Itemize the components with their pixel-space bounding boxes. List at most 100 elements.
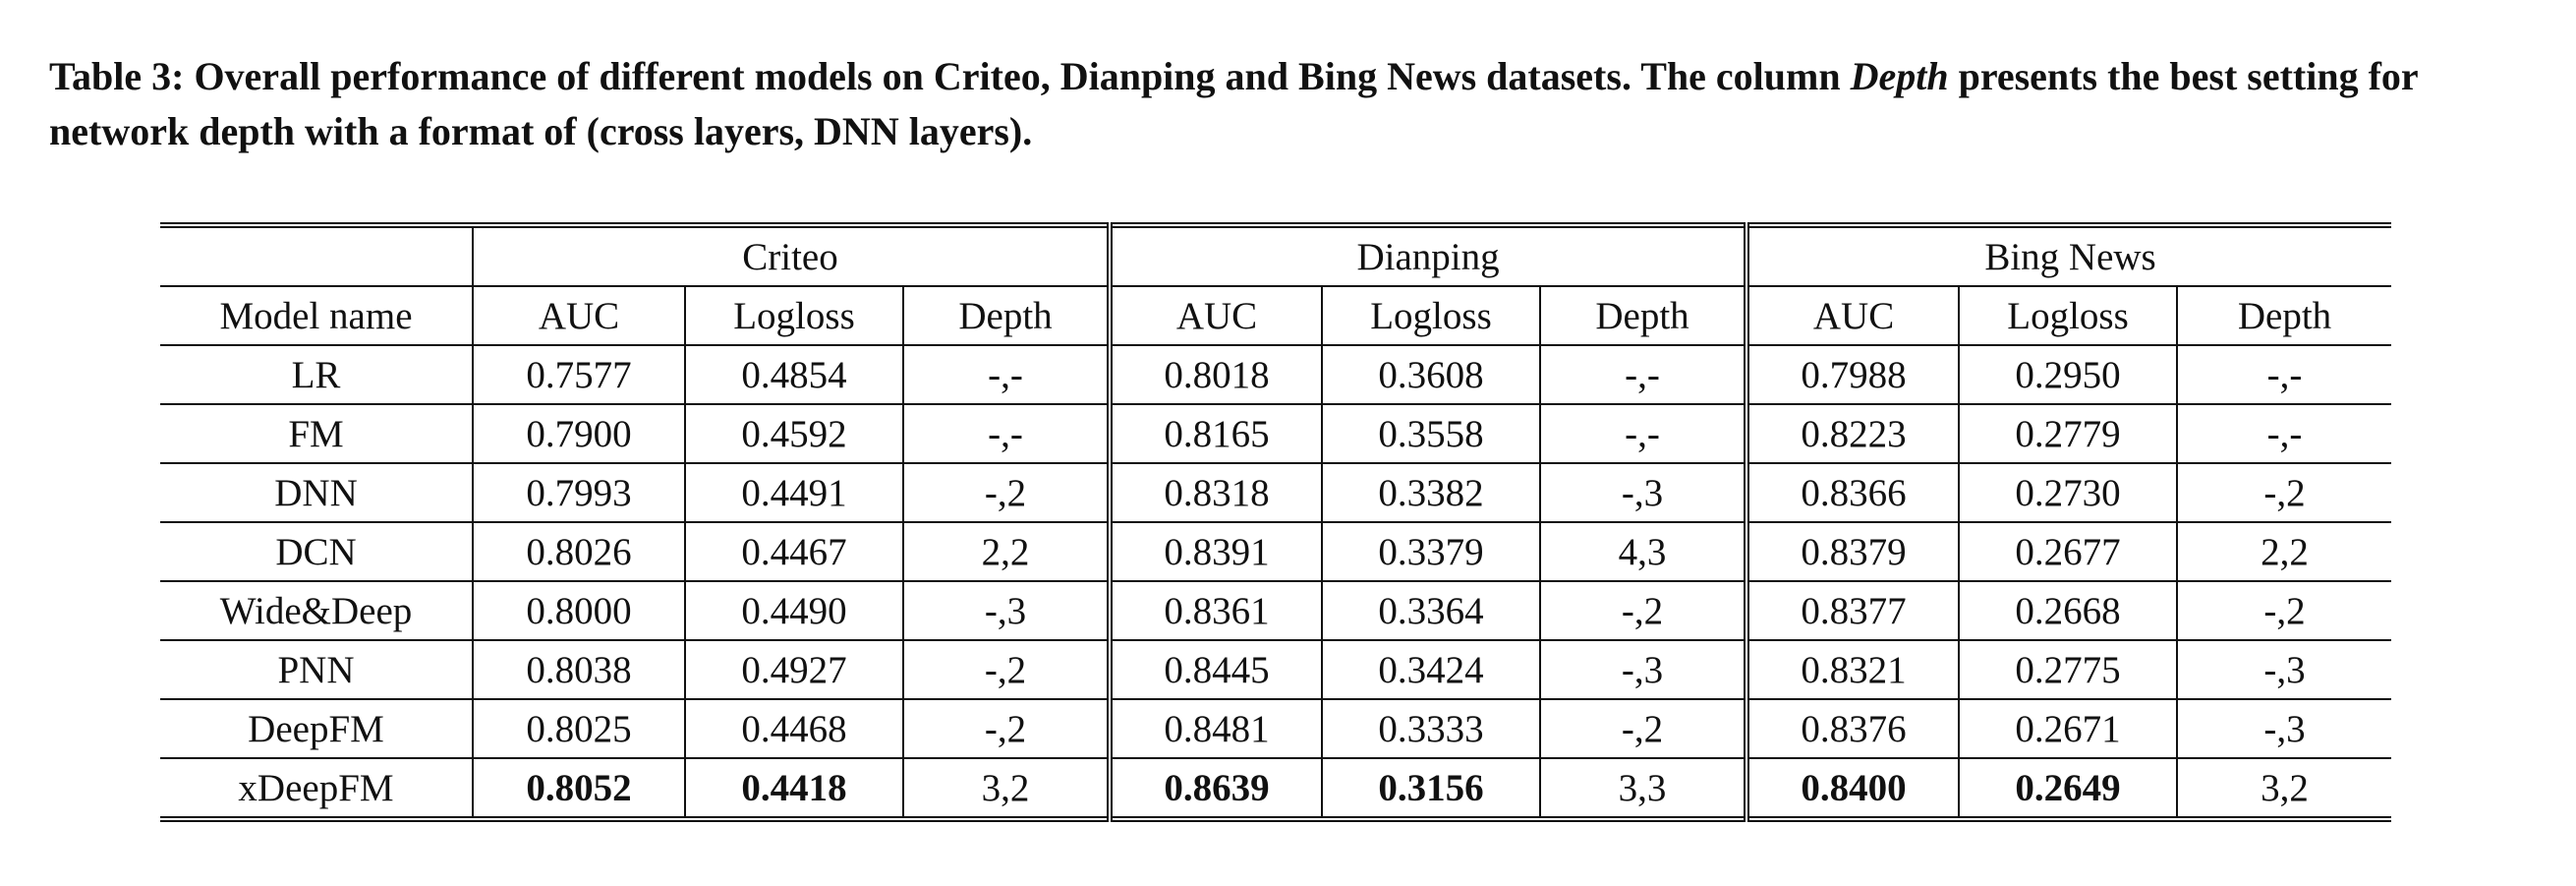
- criteo-auc-cell: 0.8038: [473, 640, 686, 700]
- criteo-depth-cell: -,-: [903, 345, 1113, 405]
- metric-header-row: Model name AUC Logloss Depth AUC Logloss…: [160, 286, 2392, 346]
- dianping-depth-cell: 3,3: [1540, 758, 1750, 819]
- criteo-auc-cell: 0.8026: [473, 522, 686, 582]
- model-name-cell: LR: [160, 345, 474, 405]
- dianping-auc-cell: 0.8639: [1110, 758, 1323, 819]
- caption-suffix: presents the best setting for network de…: [49, 54, 2418, 153]
- criteo-depth-cell: -,2: [903, 699, 1113, 759]
- bing-depth-cell: -,2: [2177, 463, 2392, 523]
- dianping-auc-cell: 0.8318: [1110, 463, 1323, 523]
- model-name-header: Model name: [160, 286, 474, 346]
- bing-auc-header: AUC: [1746, 286, 1961, 346]
- criteo-logloss-cell: 0.4418: [685, 758, 904, 819]
- criteo-logloss-cell: 0.4468: [685, 699, 904, 759]
- table-row: DCN 0.8026 0.4467 2,2 0.8391 0.3379 4,3 0.8379 0…: [160, 522, 2392, 582]
- bing-logloss-cell: 0.2649: [1959, 758, 2179, 819]
- dianping-depth-cell: -,-: [1540, 345, 1750, 405]
- dataset-header-dianping: Dianping: [1110, 225, 1750, 287]
- criteo-auc-cell: 0.8025: [473, 699, 686, 759]
- dianping-logloss-cell: 0.3424: [1322, 640, 1541, 700]
- dianping-logloss-cell: 0.3156: [1322, 758, 1541, 819]
- bing-logloss-cell: 0.2730: [1959, 463, 2179, 523]
- dianping-depth-cell: -,3: [1540, 640, 1750, 700]
- criteo-depth-cell: -,3: [903, 581, 1113, 641]
- bing-depth-cell: -,-: [2177, 345, 2392, 405]
- bing-logloss-cell: 0.2671: [1959, 699, 2179, 759]
- criteo-logloss-cell: 0.4467: [685, 522, 904, 582]
- dianping-logloss-cell: 0.3379: [1322, 522, 1541, 582]
- bing-auc-cell: 0.8379: [1746, 522, 1961, 582]
- table-caption: Table 3: Overall performance of differen…: [49, 49, 2546, 159]
- bing-logloss-cell: 0.2775: [1959, 640, 2179, 700]
- model-name-cell: PNN: [160, 640, 474, 700]
- dianping-auc-cell: 0.8361: [1110, 581, 1323, 641]
- criteo-logloss-cell: 0.4592: [685, 404, 904, 464]
- criteo-depth-header: Depth: [903, 286, 1113, 346]
- criteo-logloss-cell: 0.4491: [685, 463, 904, 523]
- bing-logloss-cell: 0.2779: [1959, 404, 2179, 464]
- bing-depth-cell: -,3: [2177, 640, 2392, 700]
- model-name-cell: DNN: [160, 463, 474, 523]
- caption-prefix: Table 3: Overall performance of differen…: [49, 54, 1851, 98]
- bing-logloss-header: Logloss: [1959, 286, 2179, 346]
- table-row: DNN 0.7993 0.4491 -,2 0.8318 0.3382 -,3 0.8366 0…: [160, 463, 2392, 523]
- table-row: Wide&Deep 0.8000 0.4490 -,3 0.8361 0.3364 -,2 0…: [160, 581, 2392, 641]
- dianping-auc-cell: 0.8391: [1110, 522, 1323, 582]
- criteo-auc-cell: 0.8052: [473, 758, 686, 819]
- bing-logloss-cell: 0.2677: [1959, 522, 2179, 582]
- bing-auc-cell: 0.8223: [1746, 404, 1961, 464]
- dianping-auc-cell: 0.8445: [1110, 640, 1323, 700]
- model-name-cell: Wide&Deep: [160, 581, 474, 641]
- dianping-auc-cell: 0.8165: [1110, 404, 1323, 464]
- dianping-auc-header: AUC: [1110, 286, 1323, 346]
- model-name-cell: DeepFM: [160, 699, 474, 759]
- bing-logloss-cell: 0.2950: [1959, 345, 2179, 405]
- criteo-auc-cell: 0.7900: [473, 404, 686, 464]
- dataset-header-bing: Bing News: [1746, 225, 2392, 287]
- bing-logloss-cell: 0.2668: [1959, 581, 2179, 641]
- bing-auc-cell: 0.8400: [1746, 758, 1961, 819]
- model-name-cell: xDeepFM: [160, 758, 474, 819]
- criteo-depth-cell: 2,2: [903, 522, 1113, 582]
- criteo-logloss-cell: 0.4854: [685, 345, 904, 405]
- bing-auc-cell: 0.7988: [1746, 345, 1961, 405]
- bing-depth-cell: 3,2: [2261, 766, 2309, 809]
- bing-auc-cell: 0.8366: [1746, 463, 1961, 523]
- dianping-logloss-cell: 0.3333: [1322, 699, 1541, 759]
- dianping-auc-cell: 0.8018: [1110, 345, 1323, 405]
- dianping-depth-cell: -,-: [1540, 404, 1750, 464]
- criteo-depth-cell: -,2: [903, 640, 1113, 700]
- criteo-auc-cell: 0.7577: [473, 345, 686, 405]
- results-table: Criteo Dianping Bing News Model name AUC…: [160, 222, 2392, 822]
- bing-auc-cell: 0.8377: [1746, 581, 1961, 641]
- criteo-depth-cell: 3,2: [903, 758, 1113, 819]
- dianping-logloss-cell: 0.3364: [1322, 581, 1541, 641]
- dianping-auc-cell: 0.8481: [1110, 699, 1323, 759]
- criteo-auc-cell: 0.7993: [473, 463, 686, 523]
- caption-emphasis: Depth: [1850, 54, 1949, 98]
- criteo-depth-cell: -,2: [903, 463, 1113, 523]
- dianping-logloss-header: Logloss: [1322, 286, 1541, 346]
- bing-depth-cell: 2,2: [2177, 522, 2392, 582]
- bing-auc-cell: 0.8321: [1746, 640, 1961, 700]
- dianping-logloss-cell: 0.3558: [1322, 404, 1541, 464]
- criteo-logloss-cell: 0.4927: [685, 640, 904, 700]
- criteo-depth-cell: -,-: [903, 404, 1113, 464]
- criteo-logloss-cell: 0.4490: [685, 581, 904, 641]
- table-row: PNN 0.8038 0.4927 -,2 0.8445 0.3424 -,3 0.8321 0…: [160, 640, 2392, 700]
- dataset-header-row: Criteo Dianping Bing News: [160, 225, 2392, 287]
- dianping-depth-cell: -,2: [1540, 581, 1750, 641]
- bing-auc-cell: 0.8376: [1746, 699, 1961, 759]
- model-name-cell: DCN: [160, 522, 474, 582]
- table-row: FM 0.7900 0.4592 -,- 0.8165 0.3558 -,- 0.8223 0.…: [160, 404, 2392, 464]
- dianping-depth-cell: -,3: [1540, 463, 1750, 523]
- bing-depth-header: Depth: [2177, 286, 2392, 346]
- criteo-auc-cell: 0.8000: [473, 581, 686, 641]
- table-row: DeepFM 0.8025 0.4468 -,2 0.8481 0.3333 -,2 0.83…: [160, 699, 2392, 759]
- dianping-depth-header: Depth: [1540, 286, 1750, 346]
- table-row: LR 0.7577 0.4854 -,- 0.8018 0.3608 -,- 0.7988 0.…: [160, 345, 2392, 405]
- criteo-auc-header: AUC: [473, 286, 686, 346]
- dianping-depth-cell: 4,3: [1540, 522, 1750, 582]
- dataset-header-criteo: Criteo: [473, 225, 1113, 287]
- bing-depth-cell: -,3: [2177, 699, 2392, 759]
